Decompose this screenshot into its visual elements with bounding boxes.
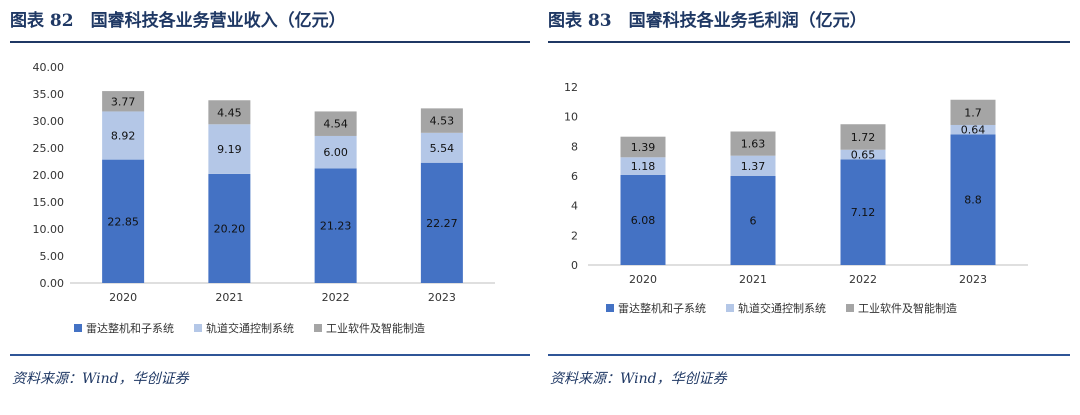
bar-segment bbox=[840, 149, 886, 160]
data-label: 5.54 bbox=[430, 142, 455, 155]
bar-segment bbox=[420, 132, 463, 163]
legend-label: 轨道交通控制系统 bbox=[206, 321, 294, 335]
legend-swatch bbox=[314, 324, 322, 332]
legend-label: 轨道交通控制系统 bbox=[738, 301, 826, 315]
data-label: 6 bbox=[750, 215, 757, 228]
legend-swatch bbox=[846, 304, 854, 312]
bar-segment bbox=[730, 176, 776, 265]
legend-label: 雷达整机和子系统 bbox=[86, 321, 174, 335]
y-tick-label: 30.00 bbox=[33, 115, 65, 128]
data-label: 9.19 bbox=[217, 143, 242, 156]
data-label: 1.72 bbox=[851, 131, 876, 144]
y-tick-label: 40.00 bbox=[33, 61, 65, 74]
left-chart-svg: 0.00 5.00 10.00 15.00 20.00 25.00 30.00 35.00 40… bbox=[33, 61, 495, 335]
right-gross-profit-chart: 0 2 4 6 8 10 12 6.08 1.18 1.39 2020 6 1.37 1.63 2021 7.… bbox=[548, 50, 1070, 350]
data-label: 8.8 bbox=[964, 194, 982, 207]
right-title-rule bbox=[548, 41, 1070, 43]
y-tick-label: 8 bbox=[571, 140, 578, 153]
bar-segment bbox=[950, 99, 996, 125]
bar-segment bbox=[208, 173, 251, 283]
y-tick-label: 15.00 bbox=[33, 196, 65, 209]
y-tick-label: 0 bbox=[571, 259, 578, 272]
bar-segment bbox=[208, 100, 251, 125]
legend-label: 工业软件及智能制造 bbox=[858, 301, 957, 315]
y-tick-label: 12 bbox=[564, 81, 578, 94]
right-figure-panel: 图表 83 国睿科技各业务毛利润（亿元） 0 2 4 6 8 10 12 6.08 1.18 1.… bbox=[548, 0, 1070, 415]
bar-segment bbox=[620, 136, 666, 158]
right-bottom-rule bbox=[548, 354, 1070, 356]
legend-swatch bbox=[74, 324, 82, 332]
bar-segment bbox=[314, 168, 357, 283]
y-tick-label: 20.00 bbox=[33, 169, 65, 182]
x-tick-label: 2022 bbox=[849, 273, 877, 286]
y-tick-label: 2 bbox=[571, 229, 578, 242]
data-label: 22.27 bbox=[426, 217, 458, 230]
data-label: 1.63 bbox=[741, 138, 766, 151]
left-title-rule bbox=[10, 41, 530, 43]
y-tick-label: 10 bbox=[564, 111, 578, 124]
legend-label: 工业软件及智能制造 bbox=[326, 321, 425, 335]
bar-segment bbox=[730, 155, 776, 176]
bar-segment bbox=[208, 124, 251, 174]
legend-swatch bbox=[194, 324, 202, 332]
data-label: 1.37 bbox=[741, 160, 766, 173]
data-label: 4.54 bbox=[323, 118, 348, 131]
x-tick-label: 2023 bbox=[959, 273, 987, 286]
x-tick-label: 2022 bbox=[322, 291, 350, 304]
bar-segment bbox=[314, 135, 357, 169]
bar-segment bbox=[840, 159, 886, 265]
data-label: 4.45 bbox=[217, 106, 242, 119]
legend-swatch bbox=[726, 304, 734, 312]
bar-segment bbox=[620, 157, 666, 175]
data-label: 22.85 bbox=[107, 215, 139, 228]
bar-segment bbox=[950, 134, 996, 265]
legend-label: 雷达整机和子系统 bbox=[618, 301, 706, 315]
data-label: 3.77 bbox=[111, 95, 136, 108]
bar-segment bbox=[730, 131, 776, 156]
data-label: 1.39 bbox=[631, 141, 656, 154]
bar-segment bbox=[420, 162, 463, 283]
left-revenue-chart: 0.00 5.00 10.00 15.00 20.00 25.00 30.00 35.00 40… bbox=[10, 50, 530, 350]
y-tick-label: 35.00 bbox=[33, 88, 65, 101]
y-tick-label: 25.00 bbox=[33, 142, 65, 155]
left-source-note: 资料来源：Wind，华创证券 bbox=[12, 371, 189, 387]
right-source-note: 资料来源：Wind，华创证券 bbox=[550, 371, 727, 387]
data-label: 20.20 bbox=[214, 222, 246, 235]
y-tick-label: 5.00 bbox=[40, 250, 65, 263]
right-chart-svg: 0 2 4 6 8 10 12 6.08 1.18 1.39 2020 6 1.37 1.63 2021 7.… bbox=[564, 81, 1028, 315]
y-tick-label: 6 bbox=[571, 170, 578, 183]
x-tick-label: 2020 bbox=[109, 291, 137, 304]
data-label: 1.7 bbox=[964, 106, 982, 119]
bar-segment bbox=[102, 111, 145, 160]
data-label: 1.18 bbox=[631, 160, 656, 173]
bar-segment bbox=[102, 91, 145, 112]
left-figure-panel: 图表 82 国睿科技各业务营业收入（亿元） 0.00 5.00 10.00 15.00… bbox=[10, 0, 530, 415]
legend-swatch bbox=[606, 304, 614, 312]
bar-segment bbox=[102, 159, 145, 283]
right-figure-title: 图表 83 国睿科技各业务毛利润（亿元） bbox=[548, 11, 867, 31]
data-label: 0.65 bbox=[851, 149, 876, 162]
bar-segment bbox=[950, 124, 996, 135]
left-bottom-rule bbox=[10, 354, 530, 356]
bar-segment bbox=[420, 108, 463, 133]
x-tick-label: 2020 bbox=[629, 273, 657, 286]
x-tick-label: 2023 bbox=[428, 291, 456, 304]
data-label: 6.08 bbox=[631, 214, 656, 227]
data-label: 0.64 bbox=[961, 124, 986, 137]
bar-segment bbox=[840, 124, 886, 150]
y-tick-label: 4 bbox=[571, 200, 578, 213]
data-label: 6.00 bbox=[323, 146, 348, 159]
data-label: 4.53 bbox=[430, 115, 455, 128]
data-label: 21.23 bbox=[320, 220, 352, 233]
x-tick-label: 2021 bbox=[739, 273, 767, 286]
y-tick-label: 10.00 bbox=[33, 223, 65, 236]
bar-segment bbox=[314, 111, 357, 136]
left-figure-title: 图表 82 国睿科技各业务营业收入（亿元） bbox=[10, 11, 346, 31]
x-tick-label: 2021 bbox=[215, 291, 243, 304]
y-tick-label: 0.00 bbox=[40, 277, 65, 290]
bar-segment bbox=[620, 174, 666, 265]
data-label: 8.92 bbox=[111, 130, 136, 143]
data-label: 7.12 bbox=[851, 206, 876, 219]
